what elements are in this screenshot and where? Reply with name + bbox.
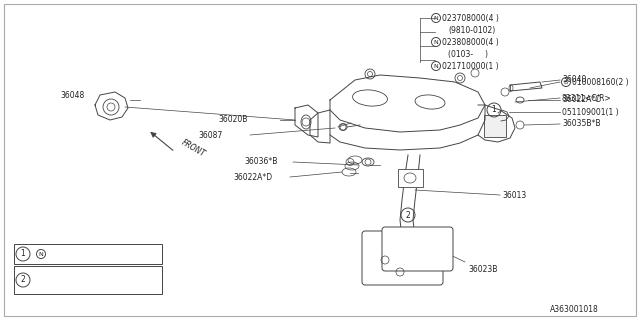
FancyBboxPatch shape	[382, 227, 453, 271]
Text: 36022A*D: 36022A*D	[233, 172, 272, 181]
Text: FRONT: FRONT	[180, 138, 207, 159]
Text: 1: 1	[20, 250, 26, 259]
Text: 36020B: 36020B	[218, 116, 248, 124]
Text: R200018 (0403-     ): R200018 (0403- )	[36, 283, 113, 292]
Text: 1: 1	[492, 106, 497, 115]
Text: (9810-0102): (9810-0102)	[448, 26, 495, 35]
Text: 36035B*B: 36035B*B	[562, 119, 600, 129]
Text: 36023B: 36023B	[468, 266, 497, 275]
Text: 2: 2	[406, 211, 410, 220]
Text: 022710000(2 ): 022710000(2 )	[47, 250, 104, 259]
Text: 023808000(4 ): 023808000(4 )	[442, 37, 499, 46]
Text: N: N	[434, 39, 438, 44]
Text: 36036*B: 36036*B	[244, 157, 277, 166]
Text: 2: 2	[20, 276, 26, 284]
Text: 36013: 36013	[502, 190, 526, 199]
Bar	[484, 115, 506, 137]
Text: 021710000(1 ): 021710000(1 )	[442, 61, 499, 70]
Text: N: N	[434, 15, 438, 20]
Text: 051109001(1 ): 051109001(1 )	[562, 108, 619, 116]
Text: (0103-     ): (0103- )	[448, 50, 488, 59]
Text: 023708000(4 ): 023708000(4 )	[442, 13, 499, 22]
Text: N: N	[434, 63, 438, 68]
Bar	[14, 244, 162, 264]
Text: 36022A*C: 36022A*C	[562, 95, 600, 105]
Text: 83311<C/R>: 83311<C/R>	[562, 93, 612, 102]
Text: N: N	[38, 252, 44, 257]
Text: 36048: 36048	[60, 91, 84, 100]
Bar	[14, 266, 162, 294]
Text: B: B	[564, 79, 568, 84]
Text: A363001018: A363001018	[550, 306, 599, 315]
Text: 36085   (9902-0402): 36085 (9902-0402)	[36, 268, 115, 277]
Text: 010008160(2 ): 010008160(2 )	[572, 77, 628, 86]
FancyBboxPatch shape	[362, 231, 443, 285]
Text: 36087: 36087	[198, 131, 222, 140]
Bar	[398, 169, 423, 187]
Text: 36040: 36040	[562, 76, 586, 84]
